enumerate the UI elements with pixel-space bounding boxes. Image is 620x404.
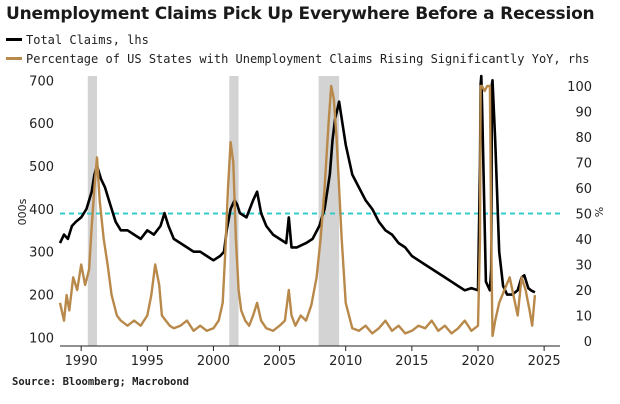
- y-axis-title: 000s: [16, 198, 29, 225]
- recession-band-2: [318, 76, 340, 346]
- legend-swatch-pct-states: [6, 57, 22, 60]
- y2-tick-label-50: 50: [575, 208, 592, 223]
- y2-tick-label-100: 100: [567, 80, 592, 95]
- y2-tick-label-40: 40: [575, 233, 592, 248]
- y-tick-label-500: 500: [29, 160, 54, 175]
- y2-axis-title: %: [593, 207, 606, 217]
- legend-swatch-total-claims: [6, 38, 22, 41]
- legend-item-pct-states: Percentage of US States with Unemploymen…: [6, 49, 590, 68]
- series-line-pct-states: [58, 84, 537, 338]
- y2-tick-label-30: 30: [575, 259, 592, 274]
- legend: Total Claims, lhs Percentage of US State…: [6, 30, 590, 68]
- series-line-total-claims: [58, 74, 536, 296]
- x-tick-label-1990: 1990: [65, 354, 98, 369]
- x-tick-label-2010: 2010: [329, 354, 362, 369]
- source-note: Source: Bloomberg; Macrobond: [12, 376, 190, 388]
- y2-tick-label-10: 10: [575, 310, 592, 325]
- y2-tick-label-60: 60: [575, 182, 592, 197]
- y-tick-label-700: 700: [29, 74, 54, 89]
- y-tick-label-200: 200: [29, 289, 54, 304]
- x-tick-label-2020: 2020: [461, 354, 494, 369]
- y2-tick-label-90: 90: [575, 106, 592, 121]
- y2-tick-label-80: 80: [575, 131, 592, 146]
- legend-label-total-claims: Total Claims, lhs: [26, 32, 149, 47]
- x-tick-label-2005: 2005: [263, 354, 296, 369]
- y-tick-label-300: 300: [29, 246, 54, 261]
- chart-title: Unemployment Claims Pick Up Everywhere B…: [6, 4, 595, 24]
- x-tick-label-2025: 2025: [528, 354, 561, 369]
- y2-tick-label-0: 0: [584, 335, 592, 350]
- y-tick-label-100: 100: [29, 331, 54, 346]
- legend-label-pct-states: Percentage of US States with Unemploymen…: [26, 51, 590, 66]
- x-tick-label-2015: 2015: [395, 354, 428, 369]
- x-tick-label-2000: 2000: [197, 354, 230, 369]
- legend-item-total-claims: Total Claims, lhs: [6, 30, 590, 49]
- y2-tick-label-20: 20: [575, 284, 592, 299]
- y2-tick-label-70: 70: [575, 157, 592, 172]
- y-tick-label-400: 400: [29, 203, 54, 218]
- y-tick-label-600: 600: [29, 117, 54, 132]
- x-tick-label-1995: 1995: [131, 354, 164, 369]
